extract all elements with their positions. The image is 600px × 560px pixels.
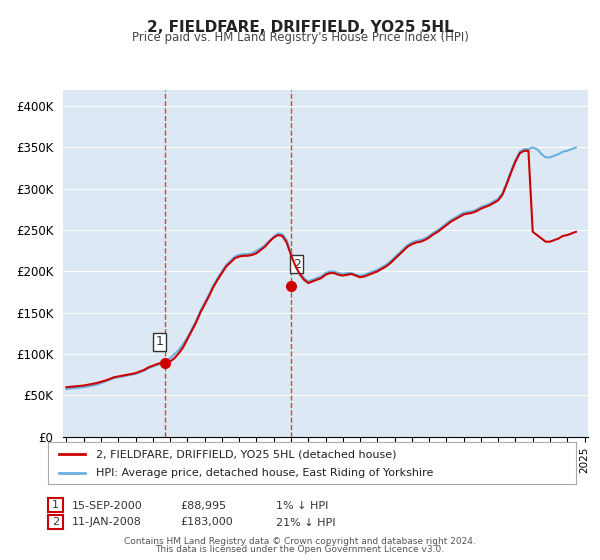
Text: 2: 2	[52, 517, 59, 527]
Text: HPI: Average price, detached house, East Riding of Yorkshire: HPI: Average price, detached house, East…	[95, 468, 433, 478]
Text: 1: 1	[156, 335, 164, 348]
Text: 2, FIELDFARE, DRIFFIELD, YO25 5HL (detached house): 2, FIELDFARE, DRIFFIELD, YO25 5HL (detac…	[95, 449, 396, 459]
Text: 1% ↓ HPI: 1% ↓ HPI	[276, 501, 328, 511]
Text: 2, FIELDFARE, DRIFFIELD, YO25 5HL: 2, FIELDFARE, DRIFFIELD, YO25 5HL	[146, 20, 454, 35]
Text: £88,995: £88,995	[180, 501, 226, 511]
Text: 2: 2	[293, 258, 301, 270]
Text: 1: 1	[52, 501, 59, 510]
Text: 21% ↓ HPI: 21% ↓ HPI	[276, 517, 335, 528]
Text: Contains HM Land Registry data © Crown copyright and database right 2024.: Contains HM Land Registry data © Crown c…	[124, 537, 476, 546]
Text: £183,000: £183,000	[180, 517, 233, 528]
Text: 15-SEP-2000: 15-SEP-2000	[72, 501, 143, 511]
Text: 11-JAN-2008: 11-JAN-2008	[72, 517, 142, 528]
Text: Price paid vs. HM Land Registry's House Price Index (HPI): Price paid vs. HM Land Registry's House …	[131, 31, 469, 44]
Text: This data is licensed under the Open Government Licence v3.0.: This data is licensed under the Open Gov…	[155, 545, 445, 554]
